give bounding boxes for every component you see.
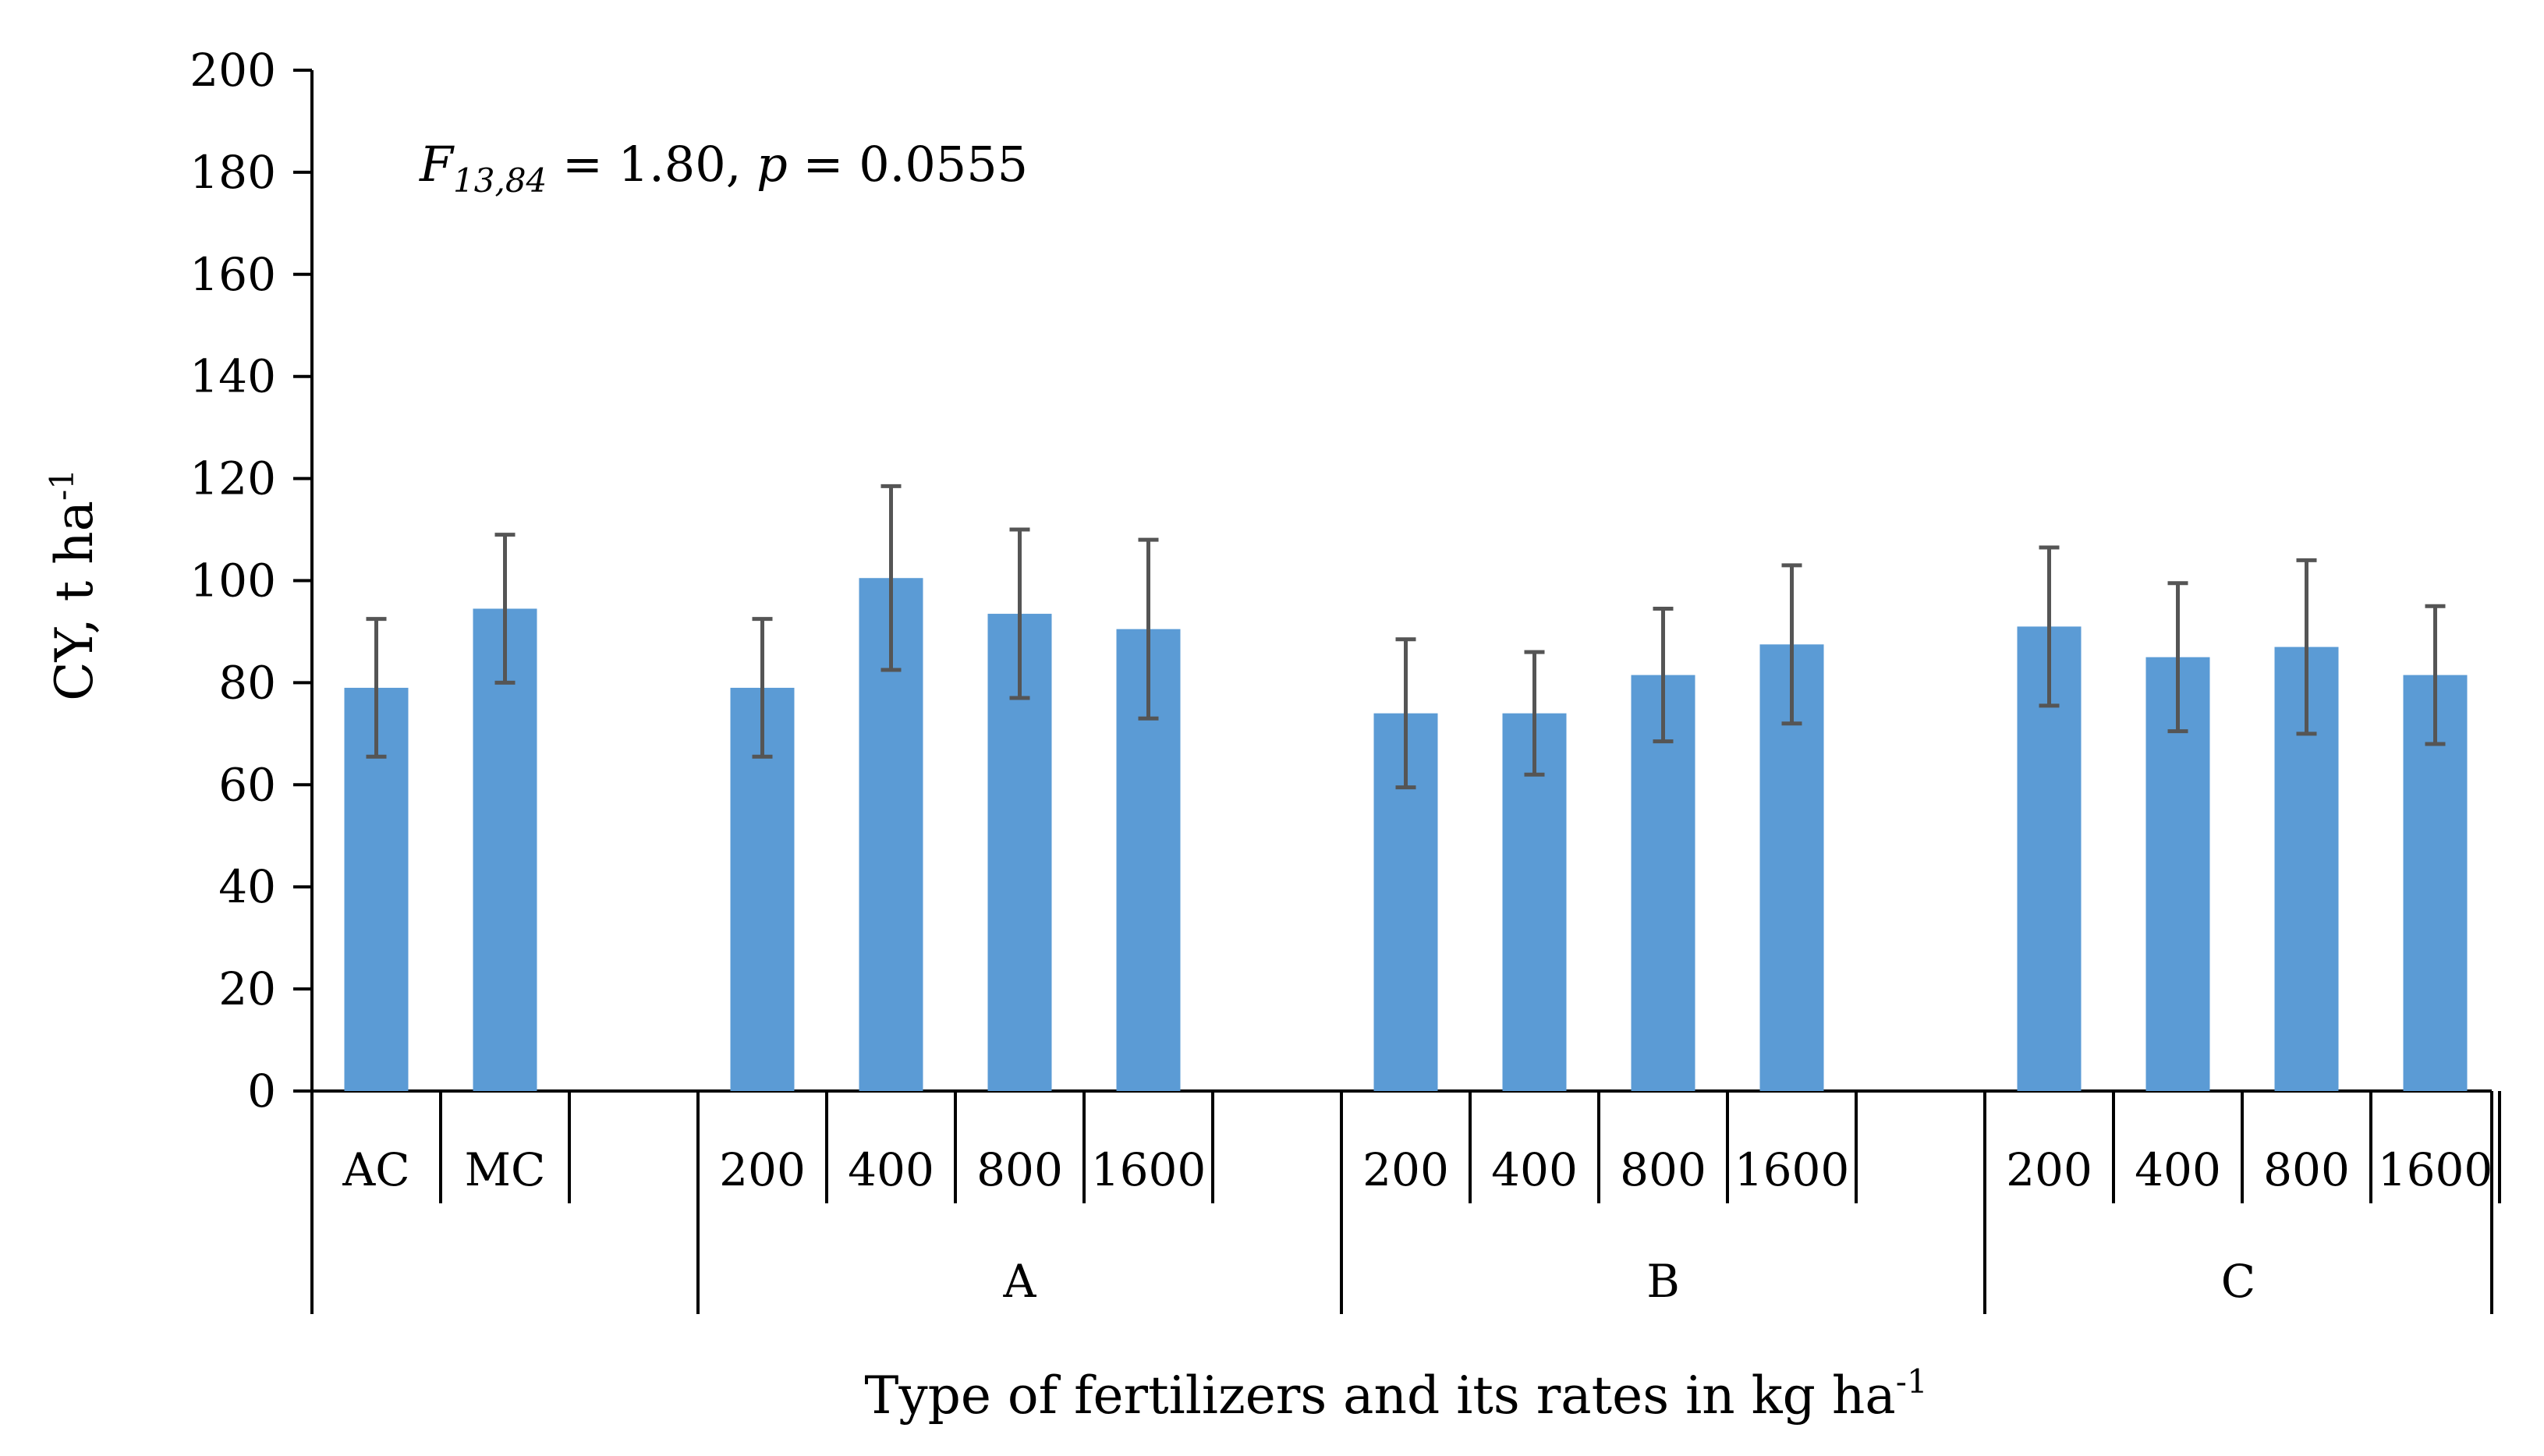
x-axis-title-text: Type of fertilizers and its rates in kg … bbox=[864, 1366, 1895, 1426]
y-axis-title-superscript: -1 bbox=[43, 469, 81, 501]
y-tick-label: 120 bbox=[190, 452, 276, 505]
bar bbox=[473, 608, 537, 1091]
x-group-label: B bbox=[1646, 1255, 1680, 1308]
y-tick-label: 60 bbox=[218, 758, 276, 811]
x-axis-title-superscript: -1 bbox=[1896, 1362, 1928, 1401]
annotation-f: F bbox=[419, 136, 455, 193]
x-category-label: 800 bbox=[1620, 1143, 1706, 1196]
x-category-label: MC bbox=[465, 1143, 546, 1196]
y-axis-title: CY, t ha-1 bbox=[43, 469, 105, 701]
y-tick-label: 80 bbox=[218, 656, 276, 709]
x-category-label: 800 bbox=[2263, 1143, 2350, 1196]
y-tick-label: 0 bbox=[247, 1065, 276, 1118]
y-tick-label: 180 bbox=[190, 146, 276, 199]
y-axis-title-text: CY, t ha bbox=[44, 501, 105, 701]
annotation-f-subscript: 13,84 bbox=[453, 161, 547, 200]
annotation-space bbox=[741, 136, 756, 193]
x-category-label: 1600 bbox=[2378, 1143, 2493, 1196]
annotation-p: p bbox=[756, 136, 788, 193]
x-category-label: 800 bbox=[976, 1143, 1063, 1196]
x-axis-title: Type of fertilizers and its rates in kg … bbox=[864, 1362, 1927, 1426]
x-category-label: 1600 bbox=[1091, 1143, 1206, 1196]
y-tick-label: 140 bbox=[190, 350, 276, 403]
y-tick-label: 200 bbox=[190, 44, 276, 97]
annotation-p-value: = 0.0555 bbox=[788, 136, 1028, 193]
x-category-label: 400 bbox=[1491, 1143, 1578, 1196]
x-category-label: 1600 bbox=[1734, 1143, 1850, 1196]
y-tick-label: 20 bbox=[218, 962, 276, 1015]
statistics-annotation: F13,84 = 1.80, p = 0.0555 bbox=[419, 136, 1028, 200]
annotation-f-value: = 1.80, bbox=[547, 136, 741, 193]
x-group-label: C bbox=[2221, 1255, 2255, 1308]
x-category-label: 400 bbox=[848, 1143, 934, 1196]
y-tick-label: 40 bbox=[218, 860, 276, 913]
y-tick-label: 100 bbox=[190, 554, 276, 608]
bar bbox=[1631, 675, 1695, 1091]
x-category-label: 200 bbox=[719, 1143, 806, 1196]
x-group-label: A bbox=[1003, 1255, 1037, 1308]
x-category-label: 200 bbox=[2006, 1143, 2092, 1196]
x-category-label: 400 bbox=[2135, 1143, 2221, 1196]
x-category-label: AC bbox=[342, 1143, 409, 1196]
x-category-label: 200 bbox=[1362, 1143, 1449, 1196]
y-tick-label: 160 bbox=[190, 248, 276, 301]
